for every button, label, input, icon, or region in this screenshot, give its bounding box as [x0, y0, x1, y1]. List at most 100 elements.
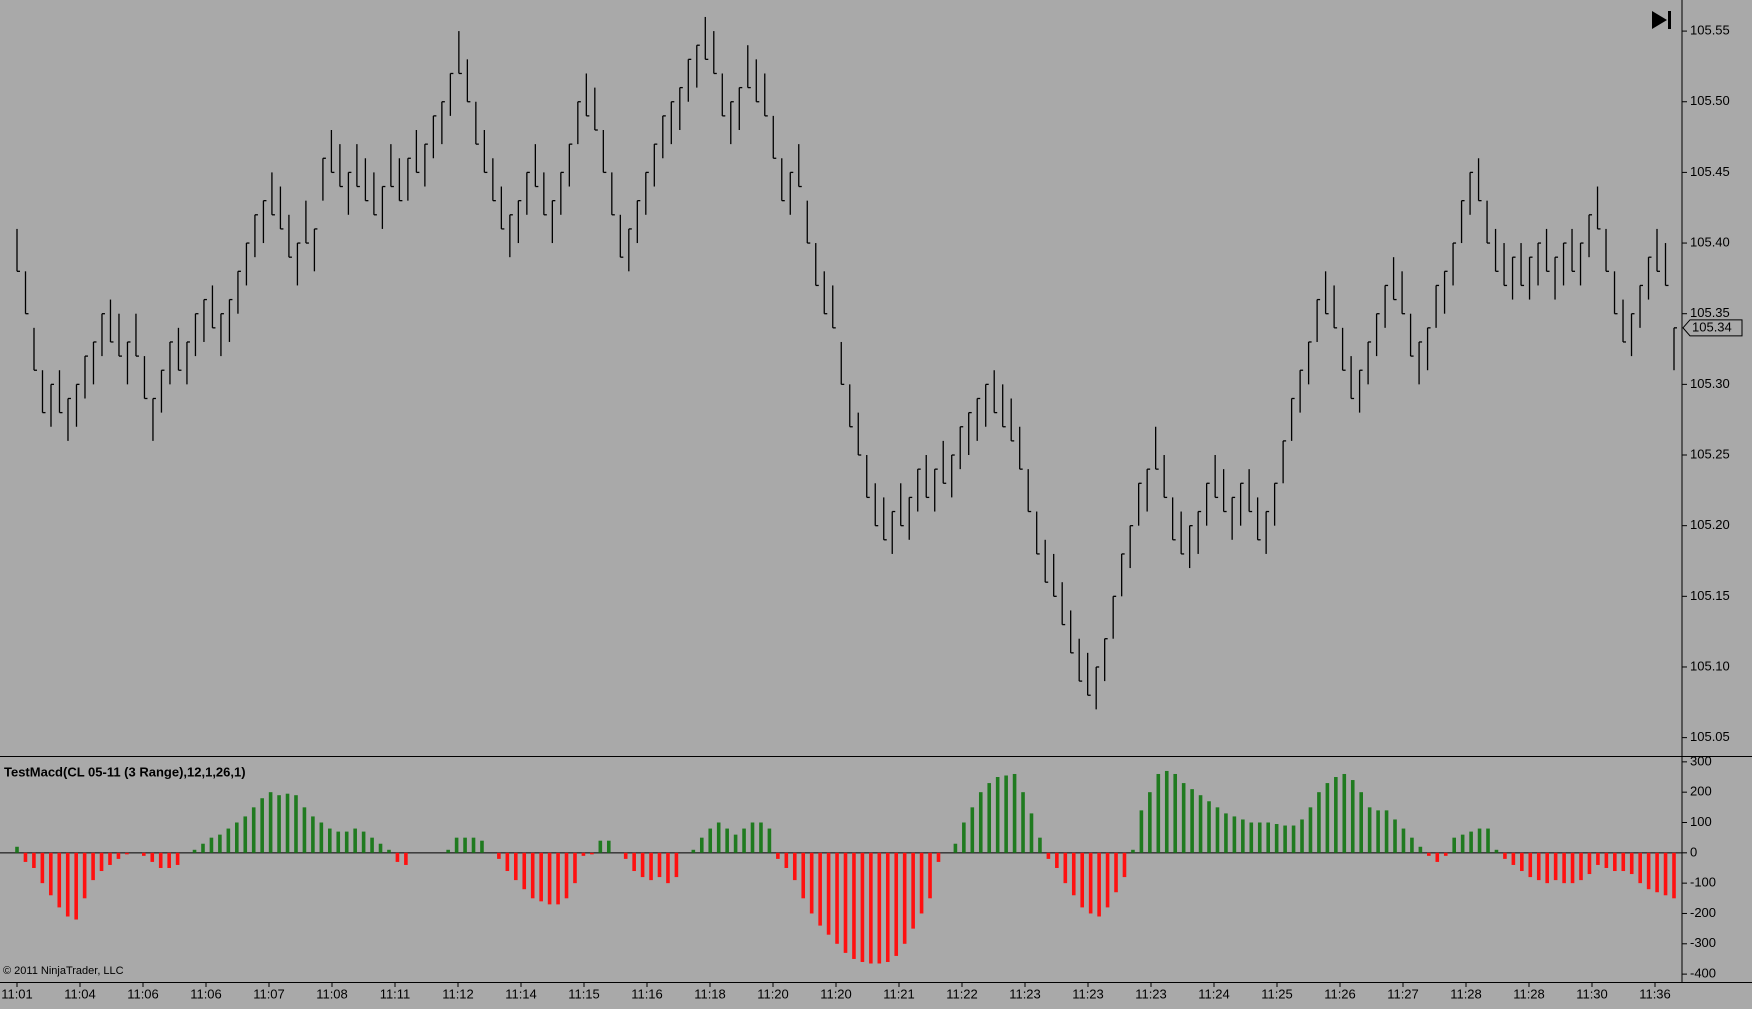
scroll-end-icon[interactable]	[1652, 11, 1671, 29]
histogram-bar	[1317, 792, 1321, 853]
y-tick-label: 105.50	[1690, 93, 1730, 108]
histogram-bar	[869, 852, 873, 964]
histogram-bar	[497, 852, 501, 859]
histogram-bar	[108, 852, 112, 865]
histogram-bar	[319, 822, 324, 853]
histogram-bar	[99, 852, 104, 872]
histogram-bar	[1579, 852, 1583, 881]
histogram-bar	[970, 807, 975, 853]
histogram-bar	[1004, 775, 1008, 853]
histogram-bar	[1029, 813, 1034, 853]
histogram-bar	[590, 852, 594, 855]
histogram-bar	[598, 840, 603, 853]
histogram-bar	[336, 831, 341, 853]
last-price-label: 105.34	[1692, 319, 1732, 334]
histogram-bar	[1528, 852, 1533, 878]
histogram-bar	[32, 852, 36, 868]
histogram-bar	[158, 852, 163, 868]
histogram-bar	[344, 831, 349, 853]
histogram-bar	[962, 822, 966, 853]
histogram-bar	[192, 849, 197, 853]
histogram-bar	[902, 852, 907, 944]
histogram-bar	[1207, 801, 1211, 853]
histogram-bar	[1359, 792, 1363, 853]
copyright: © 2011 NinjaTrader, LLC	[3, 965, 124, 977]
x-tick-label: 11:30	[1576, 986, 1608, 1001]
x-tick-label: 11:04	[64, 986, 96, 1001]
histogram-bar	[716, 822, 721, 853]
histogram-bar	[699, 837, 704, 853]
x-tick-label: 11:21	[883, 986, 915, 1001]
histogram-bar	[277, 795, 281, 853]
histogram-bar	[218, 834, 222, 853]
histogram-bar	[919, 852, 924, 914]
histogram-bar	[640, 852, 645, 878]
x-tick-label: 11:06	[127, 986, 159, 1001]
histogram-bar	[1122, 852, 1127, 878]
x-tick-label: 11:22	[946, 986, 978, 1001]
histogram-bar	[843, 852, 848, 953]
histogram-bar	[1249, 822, 1254, 853]
histogram-bar	[260, 798, 264, 853]
histogram-bar	[1283, 825, 1287, 853]
y-tick-label: 105.30	[1690, 376, 1730, 391]
y-tick-label: 105.40	[1690, 234, 1730, 249]
histogram-bar	[49, 852, 53, 896]
x-tick-label: 11:12	[442, 986, 474, 1001]
histogram-bar	[150, 852, 155, 862]
histogram-bar	[1663, 852, 1668, 896]
x-tick-label: 11:18	[694, 986, 726, 1001]
histogram-bar	[235, 822, 239, 853]
histogram-bar	[40, 852, 45, 884]
histogram-bar	[513, 852, 518, 881]
histogram-bar	[539, 852, 543, 902]
y-tick-label: 105.10	[1690, 658, 1730, 673]
y-tick-label: 105.25	[1690, 446, 1730, 461]
histogram-bar	[446, 849, 450, 853]
histogram-bar	[1393, 819, 1397, 853]
histogram-bar	[1672, 852, 1676, 899]
histogram-bar	[1071, 852, 1076, 896]
histogram-bar	[311, 816, 315, 853]
x-tick-label: 11:20	[757, 986, 789, 1001]
histogram-bar	[361, 831, 366, 853]
x-tick-label: 11:36	[1639, 986, 1671, 1001]
x-tick-label: 11:08	[316, 986, 348, 1001]
histogram-bar	[1181, 783, 1186, 853]
histogram-bar	[505, 852, 510, 872]
histogram-bar	[894, 852, 899, 956]
histogram-bar	[1638, 852, 1642, 884]
histogram-bar	[564, 852, 569, 899]
histogram-bar	[1190, 789, 1194, 853]
histogram-bar	[776, 852, 780, 859]
histogram-bar	[1215, 807, 1220, 853]
histogram-bar	[74, 852, 78, 920]
histogram-bar	[666, 852, 670, 884]
histogram-bar	[759, 822, 763, 853]
y-tick-label: 0	[1690, 844, 1697, 859]
histogram-bar	[404, 852, 408, 865]
histogram-bar	[978, 792, 983, 853]
y-tick-label: -300	[1690, 935, 1716, 950]
y-tick-label: 105.05	[1690, 729, 1730, 744]
histogram-bar	[877, 852, 882, 964]
histogram-bar	[353, 828, 357, 853]
x-tick-label: 11:24	[1198, 986, 1230, 1001]
histogram-bar	[1257, 822, 1262, 853]
y-tick-label: 105.55	[1690, 23, 1730, 38]
histogram-bar	[742, 828, 746, 853]
histogram-bar	[1131, 849, 1135, 853]
histogram-bar	[82, 852, 87, 899]
histogram-bar	[175, 852, 180, 865]
histogram-bar	[987, 783, 992, 853]
histogram-bar	[1613, 852, 1617, 872]
histogram-bar	[632, 852, 636, 872]
histogram-bar	[378, 843, 383, 853]
histogram-bar	[1148, 792, 1152, 853]
x-tick-label: 11:20	[820, 986, 852, 1001]
histogram-bar	[1367, 807, 1372, 853]
play-icon	[1652, 11, 1667, 29]
histogram-bar	[657, 852, 662, 878]
histogram-bar	[708, 828, 713, 853]
histogram-bar	[573, 852, 577, 884]
